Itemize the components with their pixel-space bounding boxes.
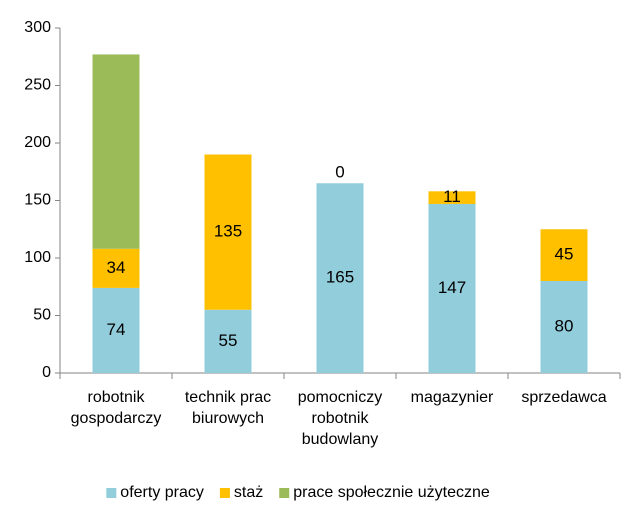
data-label: 80 <box>555 316 574 335</box>
x-tick-label: biurowych <box>192 410 264 427</box>
x-tick-label: robotnik <box>312 410 370 427</box>
legend-label: oferty pracy <box>120 484 204 501</box>
data-label: 45 <box>555 245 574 264</box>
x-tick-label: sprzedawca <box>521 389 606 406</box>
y-tick-label: 50 <box>33 307 51 324</box>
data-label: 0 <box>335 163 344 182</box>
bar-segment <box>92 54 140 249</box>
legend-swatch <box>106 488 117 498</box>
y-tick-label: 150 <box>24 192 51 209</box>
bar-segment <box>92 248 140 288</box>
x-tick-label: robotnik <box>88 389 146 406</box>
x-tick-label: pomocniczy <box>298 389 382 406</box>
bar-segment <box>316 183 364 373</box>
data-label: 55 <box>219 331 238 350</box>
bar-segment <box>540 229 588 281</box>
x-tick-label: budowlany <box>302 431 379 448</box>
y-tick-label: 300 <box>24 19 51 36</box>
x-tick-label: gospodarczy <box>71 410 162 427</box>
bar-segment <box>92 287 140 373</box>
y-tick-label: 0 <box>42 364 51 381</box>
data-label: 74 <box>107 320 126 339</box>
data-label: 11 <box>443 187 461 206</box>
bar-segment <box>204 309 252 373</box>
legend-swatch <box>219 488 230 498</box>
bar-segment <box>540 281 588 373</box>
x-tick-label: magazynier <box>411 389 494 406</box>
x-tick-label: technik prac <box>185 389 271 406</box>
data-label: 165 <box>326 268 354 287</box>
bar-segment <box>428 191 476 204</box>
y-tick-label: 250 <box>24 77 51 94</box>
y-tick-label: 100 <box>24 249 51 266</box>
data-label: 147 <box>438 278 466 297</box>
y-tick-label: 200 <box>24 134 51 151</box>
data-label: 135 <box>214 222 242 241</box>
bar-segment <box>428 203 476 373</box>
data-label: 34 <box>107 258 126 277</box>
legend-swatch <box>279 488 290 498</box>
legend-label: staż <box>234 484 263 501</box>
bar-segment <box>204 154 252 310</box>
legend-label: prace społecznie użyteczne <box>293 484 490 501</box>
